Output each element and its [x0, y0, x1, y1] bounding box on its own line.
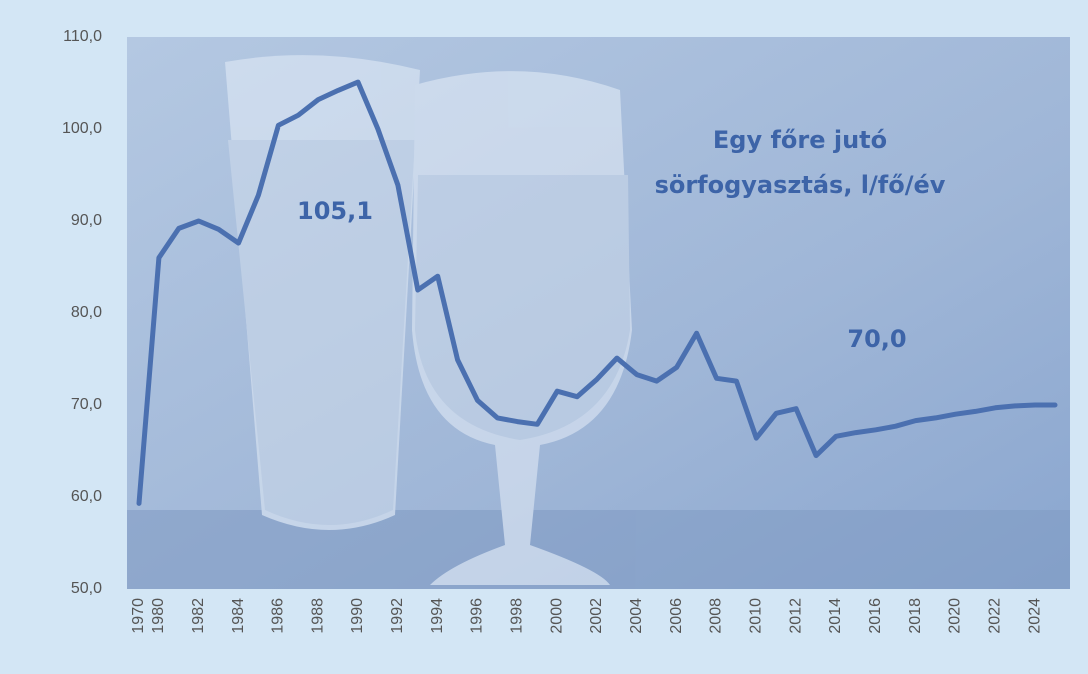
x-tick-label: 1980	[150, 598, 167, 634]
x-tick-label: 1996	[469, 598, 486, 634]
x-tick-label: 2010	[748, 598, 765, 634]
x-tick-label: 1986	[270, 598, 287, 634]
x-tick-label: 2004	[628, 598, 645, 634]
x-tick-label: 2024	[1026, 598, 1043, 634]
y-tick-label: 50,0	[71, 580, 102, 597]
x-tick-label: 2008	[708, 598, 725, 634]
x-tick-label: 2014	[827, 598, 844, 634]
x-tick-label: 2006	[668, 598, 685, 634]
x-tick-label: 2002	[588, 598, 605, 634]
y-tick-label: 80,0	[71, 304, 102, 321]
x-tick-label: 1984	[230, 598, 247, 634]
annotation: 105,1	[297, 197, 373, 225]
chart: 50,0 60,0 70,0 80,0 90,0 100,0 110,0 19701980 19…	[0, 0, 1088, 674]
x-tick-label: 1990	[349, 598, 366, 634]
annotation: 70,0	[847, 325, 906, 353]
chart-title: Egy főre jutó	[713, 126, 887, 154]
x-tick-label: 1988	[309, 598, 326, 634]
x-tick-label: 1982	[190, 598, 207, 634]
y-tick-label: 110,0	[63, 28, 102, 45]
x-tick-label: 2016	[867, 598, 884, 634]
y-tick-label: 100,0	[62, 120, 102, 137]
chart-title: sörfogyasztás, l/fő/év	[655, 171, 946, 199]
x-tick-label: 1970	[130, 598, 147, 634]
x-tick-label: 2022	[987, 598, 1004, 634]
y-tick-label: 90,0	[71, 212, 102, 229]
x-tick-label: 2000	[548, 598, 565, 634]
x-tick-label: 1994	[429, 598, 446, 634]
x-tick-label: 2018	[907, 598, 924, 634]
x-tick-label: 1998	[509, 598, 526, 634]
x-tick-label: 2020	[947, 598, 964, 634]
y-tick-label: 60,0	[71, 488, 102, 505]
x-tick-label: 1992	[389, 598, 406, 634]
y-tick-label: 70,0	[71, 396, 102, 413]
x-tick-label: 2012	[787, 598, 804, 634]
